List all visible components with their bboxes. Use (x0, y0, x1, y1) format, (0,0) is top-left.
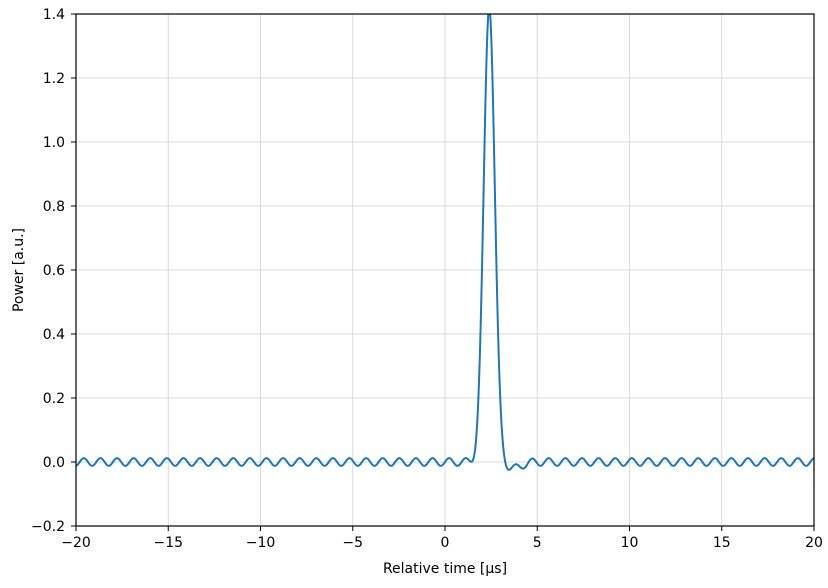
line-chart: −20 −15 −10 −5 0 5 10 15 20 −0.2 0.0 0.2 0.4 0.6 0.8 1… (0, 0, 828, 588)
chart-container: −20 −15 −10 −5 0 5 10 15 20 −0.2 0.0 0.2 0.4 0.6 0.8 1… (0, 0, 828, 588)
y-tick-label: 1.4 (43, 7, 65, 23)
y-tick-label: −0.2 (31, 519, 65, 535)
x-tick-label: −5 (342, 535, 363, 551)
x-axis-label: Relative time [μs] (383, 561, 507, 577)
y-tick-label: 1.2 (43, 71, 65, 87)
x-tick-label: −20 (61, 535, 91, 551)
x-tick-label: 15 (713, 535, 731, 551)
x-tick-label: 0 (441, 535, 450, 551)
y-tick-label: 0.0 (43, 455, 65, 471)
x-tick-label: −15 (153, 535, 183, 551)
y-axis-label: Power [a.u.] (11, 228, 27, 312)
x-tick-label: −10 (246, 535, 276, 551)
y-tick-label: 0.8 (43, 199, 65, 215)
x-tick-label: 20 (805, 535, 823, 551)
x-tick-label: 5 (533, 535, 542, 551)
x-tick-label: 10 (621, 535, 639, 551)
y-tick-label: 1.0 (43, 135, 65, 151)
plot-background (0, 0, 828, 588)
y-tick-label: 0.2 (43, 391, 65, 407)
y-tick-label: 0.6 (43, 263, 65, 279)
y-tick-label: 0.4 (43, 327, 65, 343)
